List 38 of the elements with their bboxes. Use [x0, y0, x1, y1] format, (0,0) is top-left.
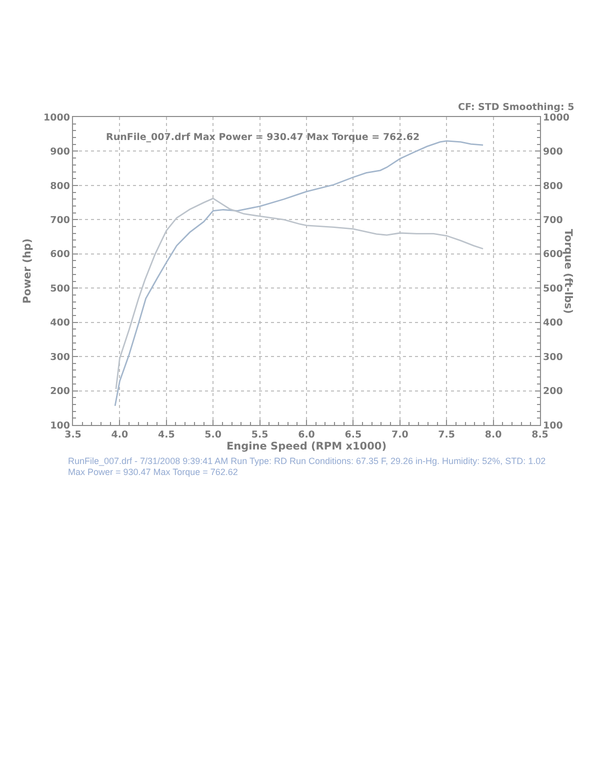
- y2-tick-label: 1000: [543, 112, 570, 124]
- y-tick-label: 300: [50, 352, 70, 363]
- y2-axis-title: Torque (ft-lbs): [562, 229, 574, 314]
- x-tick-label: 7.5: [438, 430, 456, 440]
- x-tick-label: 8.5: [532, 430, 548, 440]
- text: RunFile_007.drf - 7/31/2008 9:39:41 AM Run Type: RD Run Conditions: 67.35 F, 29.26 in-Hg. Humidity: 52%, STD: 1.02: [68, 456, 546, 466]
- annotation: RunFile_007.drf Max Power = 930.47 Max Torque = 762.62: [106, 132, 420, 143]
- y2-tick-label: 500: [543, 283, 564, 294]
- y2-tick-label: 600: [543, 249, 564, 260]
- y2-tick-label: 900: [543, 146, 564, 158]
- x-tick-label: 8.0: [484, 430, 502, 440]
- x-tick-label: 6.5: [344, 430, 362, 440]
- y-tick-label: 900: [50, 146, 70, 158]
- x-tick-label: 3.5: [64, 430, 82, 440]
- x-tick-label: 7.0: [391, 430, 409, 440]
- y-tick-label: 100: [50, 420, 70, 432]
- y2-tick-label: 800: [543, 180, 564, 192]
- y-axis-title: Power (hp): [21, 238, 34, 304]
- y-tick-label: 800: [50, 180, 70, 192]
- y-tick-label: 600: [50, 249, 70, 260]
- y2-tick-label: 700: [543, 214, 564, 226]
- y-tick-label: 500: [50, 283, 70, 294]
- text: Max Power = 930.47 Max Torque = 762.62: [68, 467, 238, 477]
- y-tick-label: 1000: [44, 112, 70, 124]
- y-tick-label: 700: [50, 214, 70, 226]
- x-tick-label: 5.5: [251, 430, 268, 440]
- y2-tick-label: 400: [543, 318, 564, 329]
- x-tick-label: 6.0: [298, 430, 316, 440]
- x-tick-label: 4.0: [111, 430, 128, 440]
- text: CF: STD Smoothing: 5: [458, 102, 574, 113]
- x-tick-label: 5.0: [204, 430, 222, 440]
- y2-tick-label: 100: [543, 420, 564, 432]
- y2-tick-label: 200: [543, 386, 564, 398]
- y2-tick-label: 300: [543, 352, 564, 363]
- x-axis-title: Engine Speed (RPM x1000): [226, 440, 386, 452]
- y-tick-label: 400: [50, 318, 70, 329]
- y-tick-label: 200: [50, 386, 70, 398]
- x-tick-label: 4.5: [158, 430, 175, 440]
